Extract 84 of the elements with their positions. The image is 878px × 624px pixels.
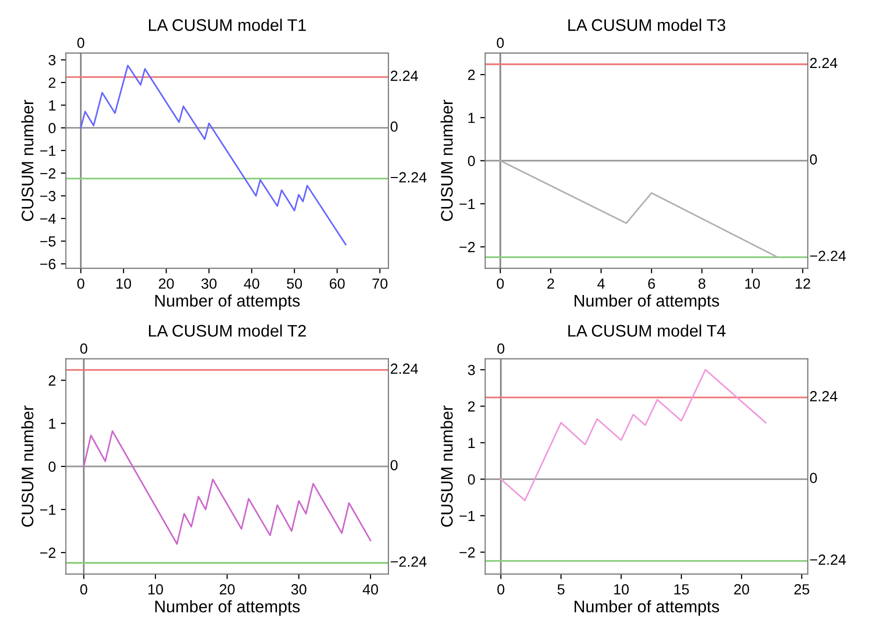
ref-line-label: 0 bbox=[77, 38, 84, 48]
line-series bbox=[83, 430, 372, 545]
y-tick-label: −2 bbox=[40, 548, 56, 558]
ref-line-label: 2.24 bbox=[390, 70, 418, 81]
x-tick-label: 50 bbox=[286, 278, 302, 289]
x-tick-label: 4 bbox=[597, 278, 605, 289]
y-axis-title: CUSUM number bbox=[440, 406, 453, 527]
y-axis-title: CUSUM number bbox=[21, 406, 34, 527]
y-tick-label: −1 bbox=[40, 504, 56, 515]
ref-line-label: 2.24 bbox=[810, 391, 838, 402]
y-tick-label: 1 bbox=[468, 438, 475, 448]
x-tick-label: 60 bbox=[330, 278, 345, 289]
ref-line-label: 0 bbox=[497, 343, 504, 354]
x-tick-label: 8 bbox=[698, 278, 706, 289]
x-tick-label: 10 bbox=[148, 584, 163, 595]
x-axis-title: Number of attempts bbox=[155, 294, 300, 310]
y-tick-label: 0 bbox=[468, 156, 475, 166]
chart-title: LA CUSUM model T3 bbox=[568, 18, 726, 31]
x-tick-label: 30 bbox=[201, 278, 217, 289]
x-axis-title: Number of attempts bbox=[155, 600, 300, 616]
chart-title: LA CUSUM model T1 bbox=[148, 18, 306, 31]
ref-line-label: −2.24 bbox=[810, 250, 846, 261]
y-tick-label: 2 bbox=[48, 78, 56, 88]
ref-line-label: −2.24 bbox=[390, 556, 427, 567]
ref-line-label: 2.24 bbox=[810, 58, 838, 68]
y-tick-label: 2 bbox=[468, 401, 475, 412]
y-tick-label: 2 bbox=[468, 70, 475, 80]
x-tick-label: 20 bbox=[158, 278, 174, 289]
y-tick-label: −1 bbox=[460, 510, 475, 521]
x-tick-label: 20 bbox=[220, 584, 235, 595]
x-tick-label: 40 bbox=[244, 278, 260, 289]
x-tick-label: 20 bbox=[734, 584, 750, 595]
x-tick-label: 0 bbox=[80, 584, 88, 595]
chart-title: LA CUSUM model T2 bbox=[148, 324, 306, 337]
y-tick-label: 1 bbox=[468, 112, 475, 123]
line-series bbox=[500, 368, 766, 502]
y-tick-label: 1 bbox=[49, 100, 56, 110]
y-tick-label: 1 bbox=[49, 418, 56, 429]
x-tick-label: 0 bbox=[496, 278, 504, 289]
x-tick-label: 15 bbox=[674, 584, 689, 595]
y-tick-label: −6 bbox=[40, 258, 56, 270]
ref-line-label: 0 bbox=[80, 343, 88, 354]
y-tick-label: −1 bbox=[40, 146, 56, 156]
x-tick-label: 25 bbox=[794, 584, 810, 595]
y-tick-label: 0 bbox=[468, 474, 475, 485]
x-tick-label: 10 bbox=[745, 278, 760, 289]
x-tick-label: 70 bbox=[372, 278, 388, 289]
y-tick-label: −2 bbox=[460, 547, 475, 558]
chart-title: LA CUSUM model T4 bbox=[568, 324, 726, 337]
x-tick-label: 10 bbox=[614, 584, 629, 595]
y-tick-label: −2 bbox=[460, 242, 475, 252]
line-series bbox=[80, 64, 346, 246]
ref-line-label: 0 bbox=[810, 154, 817, 165]
y-tick-label: 0 bbox=[48, 122, 56, 134]
y-axis-title: CUSUM number bbox=[21, 100, 34, 221]
x-tick-label: 0 bbox=[497, 584, 504, 595]
x-tick-label: 6 bbox=[648, 278, 655, 289]
x-tick-label: 30 bbox=[291, 584, 306, 595]
ref-line-label: −2.24 bbox=[390, 172, 427, 182]
y-tick-label: −5 bbox=[40, 236, 56, 247]
x-axis-title: Number of attempts bbox=[574, 294, 720, 310]
x-tick-label: 40 bbox=[362, 584, 378, 595]
x-axis-title: Number of attempts bbox=[574, 600, 720, 616]
ref-line-label: 0 bbox=[390, 121, 398, 132]
ref-line-label: 2.24 bbox=[390, 364, 418, 374]
ref-line-label: 0 bbox=[810, 472, 817, 484]
y-tick-label: 3 bbox=[468, 364, 475, 376]
x-tick-label: 2 bbox=[547, 278, 554, 289]
y-tick-label: 3 bbox=[48, 54, 56, 66]
x-tick-label: 12 bbox=[796, 278, 810, 289]
line-series bbox=[500, 160, 778, 258]
x-tick-label: 5 bbox=[558, 584, 564, 595]
y-tick-label: −1 bbox=[460, 199, 475, 210]
y-tick-label: −2 bbox=[40, 168, 56, 178]
x-tick-label: 0 bbox=[77, 278, 84, 289]
y-tick-label: −3 bbox=[40, 190, 56, 202]
ref-line-label: −2.24 bbox=[810, 554, 846, 565]
x-tick-label: 10 bbox=[116, 278, 132, 289]
y-tick-label: −4 bbox=[40, 214, 56, 224]
ref-line-label: 0 bbox=[496, 38, 504, 48]
y-tick-label: 2 bbox=[48, 375, 56, 386]
ref-line-label: 0 bbox=[390, 460, 398, 470]
y-tick-label: 0 bbox=[48, 462, 56, 472]
y-axis-title: CUSUM number bbox=[440, 100, 453, 221]
